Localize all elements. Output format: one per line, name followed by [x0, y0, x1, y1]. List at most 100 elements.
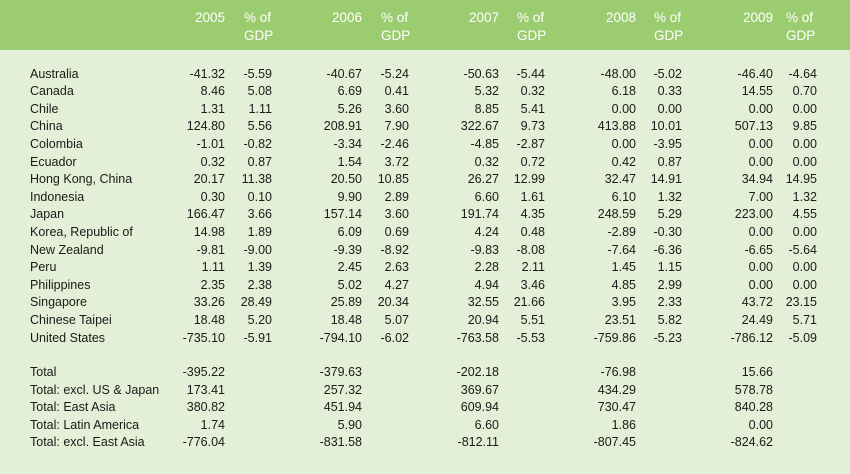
- total-value-cell: 380.82: [186, 400, 225, 415]
- pct-gdp-cell: 0.10: [247, 189, 272, 204]
- total-value-cell: -202.18: [456, 365, 499, 379]
- total-value-cell: 578.78: [734, 382, 773, 397]
- value-cell: 3.95: [611, 295, 636, 310]
- header-gdp-label: GDP: [381, 28, 411, 43]
- row-label: Colombia: [30, 136, 83, 151]
- pct-gdp-cell: -5.23: [653, 330, 683, 345]
- pct-gdp-cell: 10.01: [650, 119, 682, 134]
- pct-gdp-cell: 5.51: [520, 312, 545, 327]
- value-cell: 0.00: [748, 224, 773, 239]
- country-row: United States -735.10 -5.91 -794.10 -6.02 -76…: [0, 330, 850, 348]
- total-row: Total: East Asia 380.82 451.94 609.94 730.47…: [0, 399, 850, 417]
- total-value-cell: 5.90: [337, 417, 362, 432]
- total-value-cell: -776.04: [182, 435, 225, 450]
- pct-gdp-cell: -9.00: [243, 242, 273, 257]
- country-row: Peru 1.11 1.39 2.45 2.63 2.28 2.11 1.45 1.15 0.00…: [0, 259, 850, 277]
- value-cell: -50.63: [463, 66, 499, 81]
- value-cell: -48.00: [600, 66, 636, 81]
- value-cell: 33.26: [193, 295, 225, 310]
- value-cell: 9.90: [337, 189, 362, 204]
- value-cell: 6.60: [474, 189, 499, 204]
- value-cell: 2.28: [474, 260, 499, 275]
- pct-gdp-cell: -5.59: [243, 66, 273, 81]
- value-cell: -786.12: [730, 330, 773, 345]
- pct-gdp-cell: 0.72: [520, 154, 545, 169]
- total-value-cell: 173.41: [186, 382, 225, 397]
- country-row: Hong Kong, China 20.17 11.38 20.50 10.85 26.2…: [0, 171, 850, 189]
- pct-gdp-cell: 3.60: [384, 207, 409, 222]
- row-label: Indonesia: [30, 189, 85, 204]
- value-cell: 223.00: [734, 207, 773, 222]
- pct-gdp-cell: 0.41: [384, 84, 409, 99]
- value-cell: 24.49: [741, 312, 773, 327]
- total-value-cell: -807.45: [593, 435, 636, 450]
- country-row: Colombia -1.01 -0.82 -3.34 -2.46 -4.85 -2.87 0.…: [0, 136, 850, 154]
- pct-gdp-cell: 1.61: [520, 189, 545, 204]
- value-cell: 34.94: [741, 172, 773, 187]
- value-cell: 0.32: [200, 154, 225, 169]
- row-label: Japan: [30, 207, 65, 222]
- value-cell: -40.67: [326, 66, 362, 81]
- value-cell: -9.39: [333, 242, 363, 257]
- header-year: 2007: [468, 10, 499, 25]
- value-cell: 18.48: [193, 312, 225, 327]
- pct-gdp-cell: 0.00: [792, 224, 817, 239]
- pct-gdp-cell: -5.53: [516, 330, 546, 345]
- row-label: Philippines: [30, 277, 91, 292]
- country-row: Korea, Republic of 14.98 1.89 6.09 0.69 4.24 0…: [0, 224, 850, 242]
- total-value-cell: 451.94: [323, 400, 362, 415]
- pct-gdp-cell: -5.24: [380, 66, 410, 81]
- value-cell: -1.01: [196, 136, 226, 151]
- value-cell: -9.81: [196, 242, 226, 257]
- header-year: 2006: [331, 10, 362, 25]
- value-cell: 20.94: [467, 312, 499, 327]
- pct-gdp-cell: -8.08: [516, 242, 546, 257]
- value-cell: 0.00: [611, 101, 636, 116]
- pct-gdp-cell: 0.87: [247, 154, 272, 169]
- pct-gdp-cell: 5.29: [657, 207, 682, 222]
- value-cell: -2.89: [607, 224, 637, 239]
- pct-gdp-cell: -0.30: [653, 224, 683, 239]
- total-value-cell: 15.66: [741, 365, 773, 379]
- value-cell: -763.58: [456, 330, 499, 345]
- pct-gdp-cell: 14.95: [785, 172, 817, 187]
- country-row: Ecuador 0.32 0.87 1.54 3.72 0.32 0.72 0.42 0.87 0…: [0, 154, 850, 172]
- pct-gdp-cell: 2.38: [247, 277, 272, 292]
- pct-gdp-cell: -6.02: [380, 330, 410, 345]
- value-cell: 208.91: [323, 119, 362, 134]
- pct-gdp-cell: 0.69: [384, 224, 409, 239]
- pct-gdp-cell: 14.91: [650, 172, 682, 187]
- pct-gdp-cell: -6.36: [653, 242, 683, 257]
- value-cell: 1.31: [200, 101, 225, 116]
- pct-gdp-cell: 0.00: [657, 101, 682, 116]
- value-cell: 1.45: [611, 260, 636, 275]
- country-row: Chinese Taipei 18.48 5.20 18.48 5.07 20.94 5.5…: [0, 312, 850, 330]
- pct-gdp-cell: 5.82: [657, 312, 682, 327]
- header-pct-label: % of: [786, 10, 814, 25]
- pct-gdp-cell: -5.44: [516, 66, 546, 81]
- value-cell: 20.50: [330, 172, 362, 187]
- country-row: Chile 1.31 1.11 5.26 3.60 8.85 5.41 0.00 0.00 0.0…: [0, 101, 850, 119]
- value-cell: 413.88: [597, 119, 636, 134]
- pct-gdp-cell: 2.63: [384, 260, 409, 275]
- value-cell: 5.26: [337, 101, 362, 116]
- value-cell: 322.67: [460, 119, 499, 134]
- header-pct-label: % of: [244, 10, 272, 25]
- total-value-cell: 0.00: [748, 417, 773, 432]
- value-cell: 5.32: [474, 84, 499, 99]
- pct-gdp-cell: 0.48: [520, 224, 545, 239]
- total-value-cell: -831.58: [319, 435, 362, 450]
- value-cell: 14.98: [193, 224, 225, 239]
- pct-gdp-cell: 28.49: [240, 295, 272, 310]
- pct-gdp-cell: 4.27: [384, 277, 409, 292]
- pct-gdp-cell: 9.85: [792, 119, 817, 134]
- value-cell: 8.85: [474, 101, 499, 116]
- country-row: Australia -41.32 -5.59 -40.67 -5.24 -50.63 -5.…: [0, 66, 850, 84]
- header-gdp-label: GDP: [654, 28, 684, 43]
- value-cell: -41.32: [189, 66, 225, 81]
- value-cell: 2.35: [200, 277, 225, 292]
- value-cell: 25.89: [330, 295, 362, 310]
- pct-gdp-cell: -5.64: [788, 242, 818, 257]
- value-cell: 4.94: [474, 277, 499, 292]
